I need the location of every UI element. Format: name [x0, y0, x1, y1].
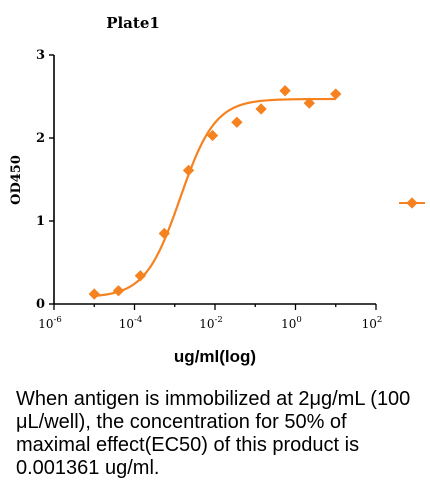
- x-axis-label: ug/ml(log): [174, 347, 256, 366]
- ec50-caption: When antigen is immobilized at 2μg/mL (1…: [16, 388, 411, 479]
- data-points: [88, 85, 342, 300]
- y-tick-label: 3: [36, 48, 45, 63]
- legend: [399, 197, 425, 209]
- x-tick-label: 100: [281, 315, 302, 331]
- data-point: [88, 288, 100, 300]
- data-point: [134, 270, 147, 282]
- x-tick-label: 10-2: [199, 315, 223, 331]
- data-point: [255, 103, 267, 115]
- data-point: [231, 116, 243, 128]
- y-axis-label: OD450: [9, 155, 24, 205]
- legend-marker: [406, 197, 418, 209]
- x-tick-label: 102: [362, 315, 383, 331]
- data-point: [112, 285, 125, 297]
- y-tick-label: 1: [36, 214, 45, 229]
- data-point: [279, 85, 291, 97]
- x-tick-label: 10-4: [119, 315, 143, 331]
- chart-title: Plate1: [106, 14, 160, 32]
- axes: 0 1 2 3 10-6 10-4 10-2 100 102: [36, 48, 382, 331]
- dose-response-chart: Plate1 OD450 ug/ml(log) 0 1 2 3 10-6 10-4 10-2…: [9, 14, 425, 366]
- fit-curve: [94, 97, 336, 298]
- y-tick-label: 0: [36, 297, 45, 312]
- y-tick-label: 2: [36, 131, 45, 146]
- x-tick-label: 10-6: [38, 315, 62, 331]
